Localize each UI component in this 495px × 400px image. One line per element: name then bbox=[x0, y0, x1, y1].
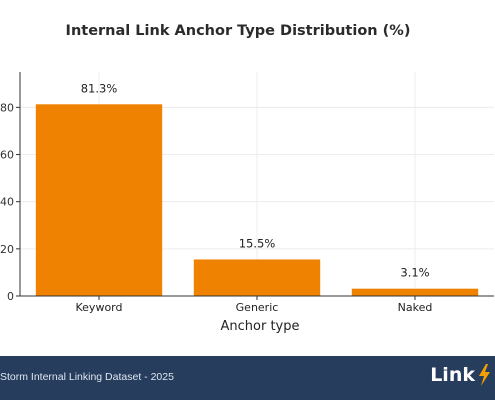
y-tick-label: 60 bbox=[0, 149, 14, 162]
footer-source-text: Storm Internal Linking Dataset - 2025 bbox=[0, 371, 174, 383]
bar-keyword bbox=[35, 104, 163, 296]
brand-logo: Link bbox=[430, 364, 491, 386]
x-tick-label: Generic bbox=[236, 301, 279, 314]
chart-title: Internal Link Anchor Type Distribution (… bbox=[66, 23, 411, 39]
footer-bar: Storm Internal Linking Dataset - 2025 Li… bbox=[0, 356, 495, 400]
data-labels: 81.3% 15.5% 3.1% bbox=[81, 81, 430, 279]
x-tick-label: Naked bbox=[398, 301, 433, 314]
logo-text: Link bbox=[430, 364, 475, 386]
axes: 0 20 40 60 80 Keyword Generic Naked bbox=[0, 72, 494, 314]
y-tick-label: 20 bbox=[0, 243, 14, 256]
bar-naked bbox=[351, 288, 479, 296]
x-tick-label: Keyword bbox=[76, 301, 123, 314]
lightning-icon bbox=[479, 364, 490, 386]
data-label: 3.1% bbox=[400, 266, 429, 280]
bar-chart: Internal Link Anchor Type Distribution (… bbox=[0, 23, 494, 334]
data-label: 81.3% bbox=[81, 81, 118, 95]
x-axis-label: Anchor type bbox=[221, 319, 300, 334]
y-tick-label: 0 bbox=[7, 290, 14, 303]
bars bbox=[35, 104, 479, 296]
chart-area: Internal Link Anchor Type Distribution (… bbox=[0, 23, 494, 334]
y-tick-label: 40 bbox=[0, 196, 14, 209]
y-tick-label: 80 bbox=[0, 101, 14, 114]
bar-generic bbox=[193, 259, 321, 296]
data-label: 15.5% bbox=[239, 236, 276, 250]
